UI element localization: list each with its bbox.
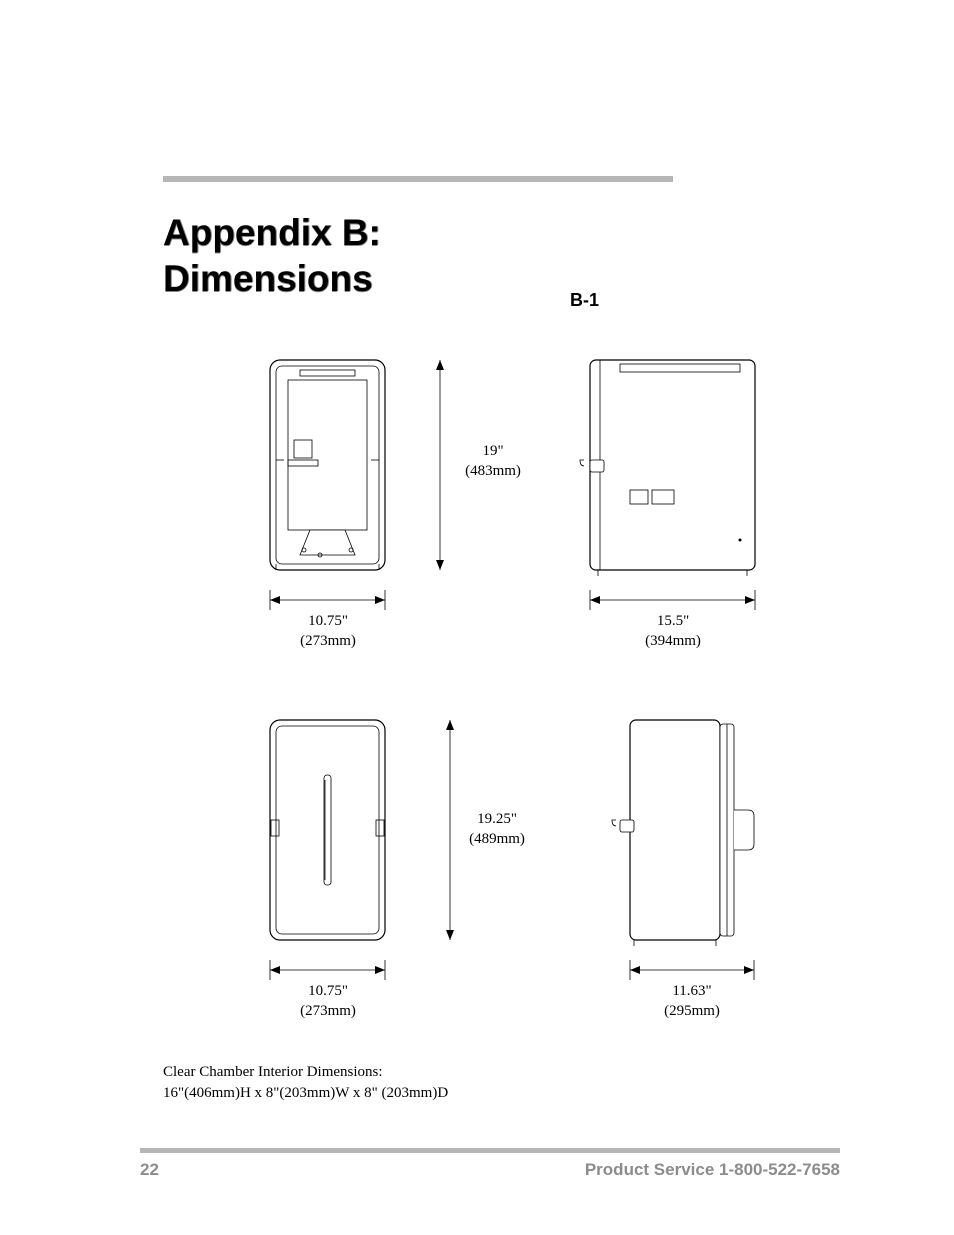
header-rule [163, 176, 673, 182]
title-line-1: Appendix B: [163, 212, 381, 253]
dim-c-height: 19.25" (489mm) [462, 810, 532, 849]
title-line-2: Dimensions [163, 258, 373, 299]
dim-d-width-mm: (295mm) [664, 1003, 720, 1019]
dim-a-width-mm: (273mm) [300, 633, 356, 649]
dimension-diagram: 19" (483mm) 10.75" (273mm) 15.5" (394mm)… [240, 350, 820, 1030]
dim-d-width-in: 11.63" [672, 983, 711, 999]
footer-service: Product Service 1-800-522-7658 [585, 1160, 840, 1180]
interior-label: Clear Chamber Interior Dimensions: [163, 1064, 383, 1080]
interior-value: 16"(406mm)H x 8"(203mm)W x 8" (203mm)D [163, 1085, 448, 1101]
section-number: B-1 [570, 290, 599, 311]
dim-b-width-mm: (394mm) [645, 633, 701, 649]
dim-a-width: 10.75" (273mm) [288, 612, 368, 651]
diagram-svg [240, 350, 820, 1030]
dim-a-width-in: 10.75" [308, 613, 348, 629]
dim-a-height: 19" (483mm) [458, 442, 528, 481]
dim-c-width-in: 10.75" [308, 983, 348, 999]
appendix-title: Appendix B: Dimensions [163, 210, 381, 303]
dim-a-height-in: 19" [482, 443, 503, 459]
dim-b-width: 15.5" (394mm) [638, 612, 708, 651]
dim-c-height-in: 19.25" [477, 811, 517, 827]
footer-rule [140, 1148, 840, 1153]
dim-c-width: 10.75" (273mm) [288, 982, 368, 1021]
dim-b-width-in: 15.5" [657, 613, 689, 629]
dim-c-width-mm: (273mm) [300, 1003, 356, 1019]
page: Appendix B: Dimensions B-1 [140, 0, 840, 1235]
page-number: 22 [140, 1160, 159, 1180]
interior-dimensions-note: Clear Chamber Interior Dimensions: 16"(4… [163, 1062, 448, 1104]
dim-c-height-mm: (489mm) [469, 831, 525, 847]
dim-d-width: 11.63" (295mm) [652, 982, 732, 1021]
dim-a-height-mm: (483mm) [465, 463, 521, 479]
